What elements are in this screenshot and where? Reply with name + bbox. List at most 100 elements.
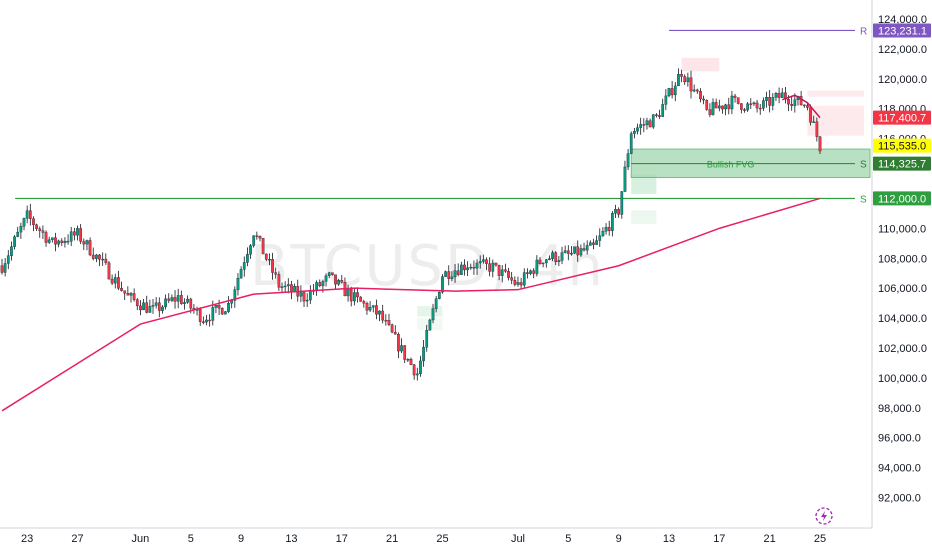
candle-body: [32, 218, 35, 225]
candle-body: [447, 271, 451, 279]
candle-body: [648, 120, 652, 128]
candle-body: [765, 97, 768, 101]
candle-body: [258, 235, 262, 239]
candle-body: [522, 272, 526, 286]
candle-body: [541, 262, 545, 265]
resistance-price-tag-bg: [873, 23, 931, 38]
support-line-label: S: [860, 194, 867, 205]
time-axis-label: Jun: [132, 533, 150, 545]
candle-body: [397, 334, 400, 352]
current-price-tag: 117,400.7: [878, 113, 926, 125]
candle-body: [264, 253, 268, 260]
candle-body: [658, 115, 661, 117]
candle-body: [592, 242, 595, 245]
candle-body: [148, 306, 152, 313]
candle-body: [573, 246, 576, 254]
order-block-zone: [631, 210, 657, 224]
candle-body: [412, 364, 416, 376]
candle-body: [677, 74, 680, 87]
candle-body: [809, 107, 812, 123]
candle-body: [340, 280, 344, 283]
candle-body: [639, 124, 643, 128]
candle-body: [63, 240, 67, 244]
candle-body: [494, 262, 498, 266]
time-axis-label: 23: [21, 533, 33, 545]
candle-body: [271, 259, 274, 273]
price-axis-label: 108,000.0: [878, 253, 927, 265]
candle-body: [356, 292, 359, 298]
price-axis-label: 100,000.0: [878, 373, 927, 385]
candle-body: [626, 153, 630, 168]
candle-body: [161, 306, 164, 311]
candle-body: [123, 290, 127, 294]
candle-body: [601, 231, 605, 236]
candle-body: [233, 289, 237, 301]
candle-body: [818, 136, 822, 152]
candle-body: [268, 259, 271, 261]
candle-body: [66, 240, 70, 243]
candle-body: [557, 260, 561, 263]
candle-body: [173, 297, 177, 302]
order-block-zone: [417, 306, 443, 317]
candle-body: [570, 253, 573, 255]
candle-body: [705, 99, 709, 110]
candle-body: [717, 105, 721, 109]
candle-body: [120, 288, 123, 291]
candle-body: [434, 298, 438, 309]
time-axis-label: 17: [336, 533, 348, 545]
candle-body: [3, 263, 7, 273]
candle-body: [170, 297, 174, 301]
candle-body: [286, 284, 290, 287]
candle-body: [154, 302, 158, 306]
candle-body: [752, 102, 756, 105]
candle-body: [422, 347, 425, 362]
candle-body: [739, 103, 743, 110]
candle-body: [516, 282, 520, 285]
candle-body: [371, 305, 375, 308]
price-axis-label: 106,000.0: [878, 283, 927, 295]
candle-body: [780, 92, 784, 98]
candle-body: [513, 280, 517, 285]
candle-body: [507, 271, 510, 278]
time-axis-label: 27: [71, 533, 83, 545]
candle-body: [711, 102, 715, 115]
candle-body: [365, 303, 369, 311]
candle-body: [453, 270, 457, 278]
low-price-tag-bg: [873, 138, 931, 153]
candle-body: [362, 301, 366, 304]
candle-body: [302, 292, 306, 302]
candle-body: [724, 104, 727, 110]
candle-body: [359, 296, 363, 302]
candle-body: [415, 373, 419, 376]
candle-body: [151, 305, 155, 307]
candle-body: [755, 102, 759, 109]
lightning-icon[interactable]: [815, 507, 833, 525]
lightning-icon-bolt: [821, 511, 827, 521]
candle-body: [793, 99, 797, 106]
candle-body: [620, 191, 624, 215]
candle-body: [277, 274, 281, 288]
candle-body: [378, 310, 381, 315]
moving-average-line: [1, 197, 821, 412]
candle-body: [0, 265, 4, 273]
candle-body: [113, 277, 117, 284]
candle-body: [683, 76, 687, 83]
candle-body: [330, 272, 334, 275]
candle-body: [554, 252, 558, 263]
price-axis-label: 110,000.0: [878, 223, 926, 235]
time-axis-label: 5: [565, 533, 571, 545]
candle-body: [214, 305, 218, 308]
support-price-tag-bg: [873, 191, 931, 206]
candle-body: [699, 91, 702, 100]
lightning-icon-ring: [815, 507, 833, 525]
candle-body: [117, 277, 120, 289]
candle-body: [252, 235, 256, 246]
bullish-fvg-label: Bullish FVG: [707, 160, 755, 170]
candle-body: [387, 320, 391, 325]
candle-body: [403, 345, 407, 360]
candle-body: [132, 293, 136, 300]
price-axis-label: 120,000.0: [878, 74, 927, 86]
candle-body: [167, 298, 171, 301]
